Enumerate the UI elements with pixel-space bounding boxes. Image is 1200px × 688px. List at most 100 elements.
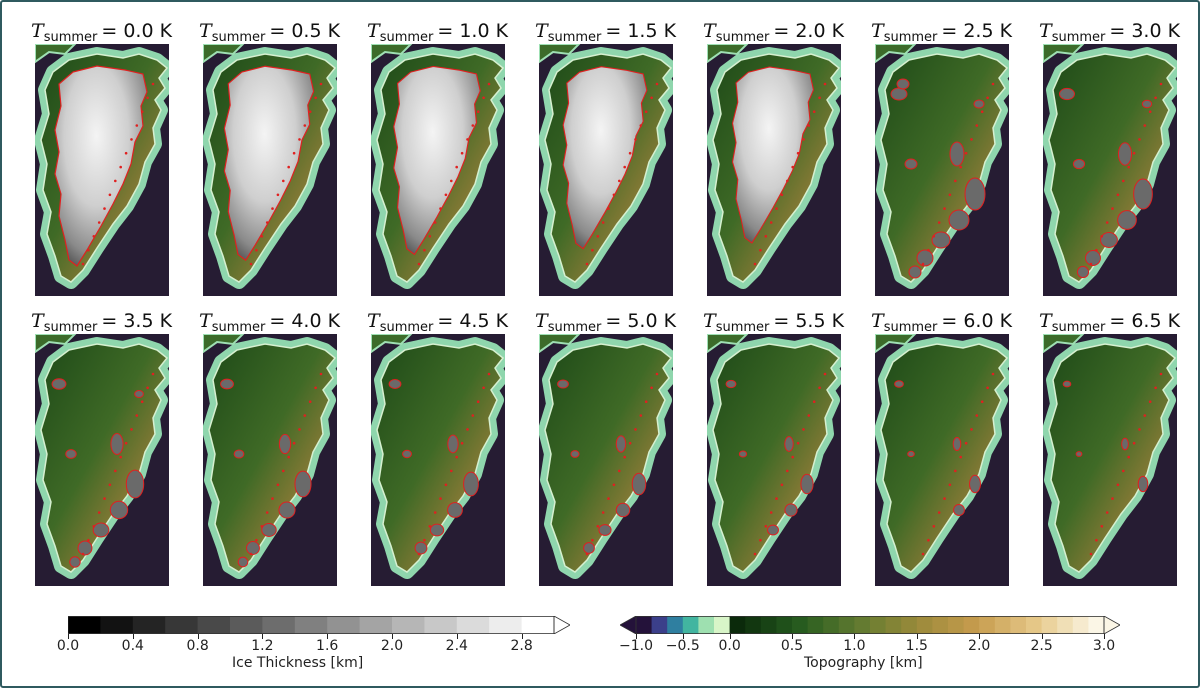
colorbar-extend-left [619,615,637,635]
topo-tickmark [636,634,637,639]
ice-thickness-label: Ice Thickness [km] [232,655,364,671]
margin-speckles [753,372,827,556]
panel-title: Tsummer = 5.5 K [703,308,853,335]
greenland-map-svg [35,334,169,579]
topo-tick-label: 1.5 [905,638,928,654]
colorbar-segment [823,616,840,634]
title-subscript: summer [883,320,938,335]
topography-colorbar-gradient [619,615,1121,635]
colorbar-segment [901,616,918,634]
colorbar-segment [68,616,101,634]
ice-tickmark [132,634,134,639]
ice-sheet [393,65,481,256]
colorbar-extend-right [553,615,571,635]
colorbar-segment [838,616,855,634]
margin-speckles [417,82,491,266]
title-symbol: T [367,310,380,332]
ice-tickmark [521,634,523,639]
colorbar-segment [948,616,965,634]
greenland-map [203,334,337,586]
title-subscript: summer [1051,30,1106,45]
greenland-map [707,44,841,296]
title-value: = 3.0 K [1109,20,1181,42]
topo-tickmark [854,634,856,639]
colorbar-segment [294,616,328,634]
ellesmere-island [35,334,77,354]
panel-t5: Tsummer = 5.0 K [535,308,677,586]
ice-tickmark [327,634,329,639]
colorbar-segment [1057,616,1074,634]
panel-t3: Tsummer = 3.0 K [1039,18,1181,296]
topo-tick-label: 3.0 [1092,638,1116,654]
colorbar-segment [132,616,166,634]
margin-speckles [81,372,155,556]
topo-tickmark [1041,634,1043,639]
panel-title: Tsummer = 3.5 K [31,308,181,335]
colorbar-segment [165,616,199,634]
ice-tickmark [392,634,393,639]
greenland-map [35,44,169,296]
greenland-map [1043,334,1177,586]
colorbar-segment [807,616,824,634]
title-value: = 4.0 K [269,310,341,332]
colorbar-segment [392,616,425,634]
title-subscript: summer [547,320,602,335]
ellesmere-island [707,334,749,354]
panel-title: Tsummer = 6.5 K [1039,308,1189,335]
ice-sheet [51,378,145,568]
panel-title: Tsummer = 0.5 K [199,18,349,45]
colorbar-segment [745,616,762,634]
title-symbol: T [871,310,884,332]
greenland-map-svg [203,334,337,579]
panel-t1-5: Tsummer = 1.5 K [535,18,676,296]
title-value: = 3.5 K [101,310,173,332]
greenland-map-svg [707,44,841,289]
panel-t0-5: Tsummer = 0.5 K [199,18,340,296]
ice-sheet [223,65,315,262]
title-symbol: T [31,310,44,332]
greenland-map [371,334,505,586]
topo-tickmark [916,634,918,639]
title-value: = 4.5 K [437,310,509,332]
title-symbol: T [535,310,548,332]
ice-sheet [894,380,981,516]
title-value: = 1.0 K [437,20,509,42]
ellesmere-island [875,334,917,354]
greenland-map-svg [1043,334,1177,579]
title-value: = 5.0 K [605,310,677,332]
colorbar-segment [792,616,809,634]
margin-speckles [585,82,659,266]
topo-tick-label: 2.0 [968,638,991,654]
title-subscript: summer [715,30,770,45]
ice-thickness-colorbar-gradient [67,615,571,635]
title-subscript: summer [883,30,938,45]
greenland-map-svg [371,44,505,289]
title-value: = 2.0 K [773,20,845,42]
title-subscript: summer [211,320,266,335]
title-symbol: T [31,20,44,42]
greenland-map-svg [35,44,169,289]
topo-tickmark [979,634,981,639]
colorbar-extend-right [1103,615,1121,635]
panel-title: Tsummer = 2.0 K [703,18,853,45]
colorbar-segment [1010,616,1027,634]
margin-speckles [921,82,995,266]
panel-t2-5: Tsummer = 2.5 K [871,18,1012,296]
ice-tick-label: 2.8 [510,638,533,654]
topo-tick-label: 0.5 [780,638,804,654]
margin-speckles [249,372,323,556]
margin-speckles [1089,372,1163,556]
title-value: = 6.0 K [941,310,1013,332]
colorbar-segment [636,616,653,634]
ice-tickmark [456,634,458,639]
title-symbol: T [871,20,884,42]
title-subscript: summer [43,30,98,45]
ice-sheet [388,379,479,555]
panel-t5-5: Tsummer = 5.5 K [703,308,844,586]
colorbar-segment [979,616,996,634]
colorbar-segment [698,616,715,634]
colorbar-outline [635,616,1105,635]
greenland-map-svg [875,334,1009,579]
topo-tick-label: −0.5 [665,638,700,654]
title-symbol: T [199,20,212,42]
